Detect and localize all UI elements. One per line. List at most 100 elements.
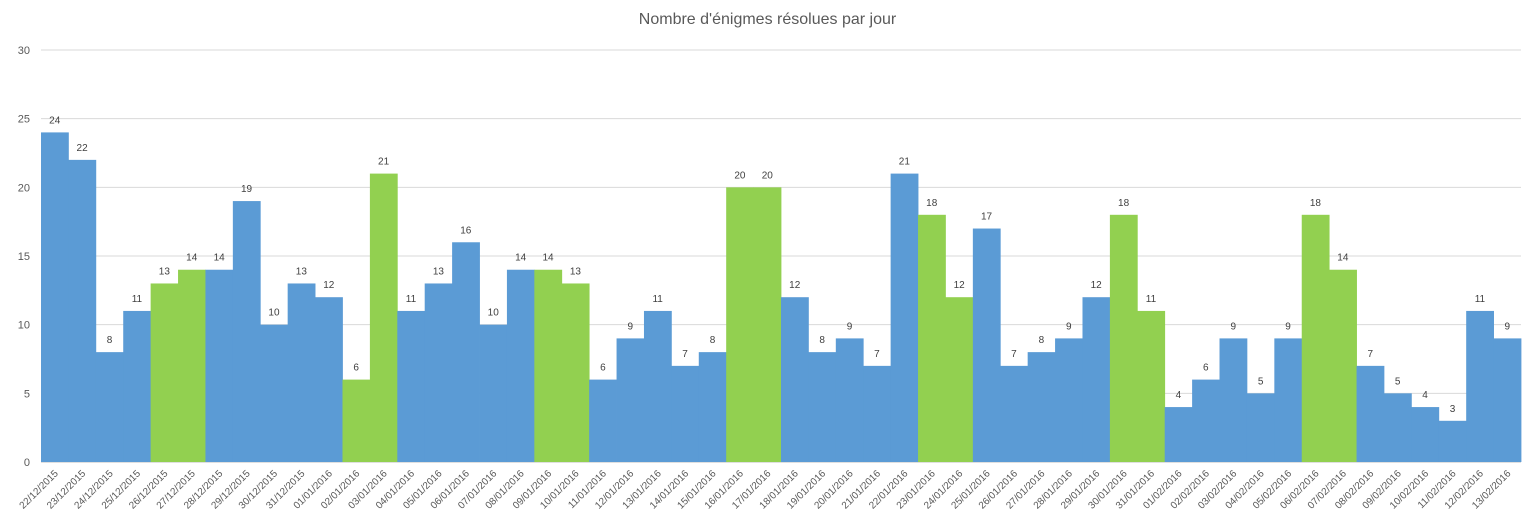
data-label: 6	[353, 363, 359, 374]
y-tick-label: 10	[18, 320, 30, 332]
data-label: 7	[1367, 349, 1373, 360]
bar	[781, 297, 809, 462]
bar	[452, 242, 480, 462]
data-label: 11	[132, 294, 143, 305]
bar	[561, 283, 590, 462]
bar	[890, 173, 919, 462]
data-label: 17	[981, 212, 993, 223]
bar	[342, 379, 371, 462]
data-label: 6	[1203, 363, 1209, 374]
bar	[1466, 310, 1494, 462]
bar	[397, 310, 426, 462]
bar	[1493, 338, 1522, 462]
bar	[123, 310, 152, 462]
bar	[671, 365, 700, 462]
y-tick-label: 15	[18, 251, 30, 263]
data-labels: 24 22 8 11 13 14 14 19 10 13 12 6 21 11 13 16 10 14 14 13 6 9…	[49, 115, 1510, 414]
bar	[1301, 214, 1330, 462]
data-label: 8	[107, 335, 113, 346]
data-label: 24	[49, 115, 61, 126]
bar	[534, 269, 563, 462]
bar	[945, 297, 974, 462]
bar	[643, 310, 672, 462]
bar	[68, 159, 97, 462]
x-axis-ticks: 22/12/201523/12/201524/12/201525/12/2015…	[18, 468, 1514, 511]
bar	[150, 283, 179, 462]
data-label: 13	[433, 266, 445, 277]
data-label: 14	[1337, 253, 1349, 264]
bar	[1438, 420, 1467, 462]
data-label: 8	[710, 335, 716, 346]
y-tick-label: 25	[18, 114, 30, 126]
data-label: 13	[296, 266, 308, 277]
bar	[1192, 379, 1220, 462]
data-label: 12	[1091, 280, 1103, 291]
bar	[1137, 310, 1166, 462]
bar	[1356, 365, 1385, 462]
bar	[918, 214, 946, 462]
bars	[41, 132, 1522, 463]
bar	[1055, 338, 1083, 462]
data-label: 20	[734, 170, 746, 181]
data-label: 18	[1118, 198, 1130, 209]
data-label: 10	[488, 308, 500, 319]
data-label: 5	[1395, 376, 1401, 387]
data-label: 3	[1450, 404, 1456, 415]
data-label: 6	[600, 363, 606, 374]
y-tick-label: 5	[24, 388, 30, 400]
bar	[616, 338, 645, 462]
y-tick-label: 20	[18, 182, 30, 194]
data-label: 19	[241, 184, 253, 195]
data-label: 7	[1011, 349, 1017, 360]
bar	[726, 187, 754, 463]
data-label: 13	[159, 266, 171, 277]
bar	[808, 352, 837, 462]
data-label: 20	[762, 170, 774, 181]
y-axis-ticks: 0 5 10 15 20 25 30	[18, 45, 30, 469]
bar	[315, 297, 343, 462]
data-label: 22	[77, 143, 89, 154]
data-label: 14	[515, 253, 527, 264]
data-label: 11	[652, 294, 663, 305]
data-label: 4	[1176, 390, 1182, 401]
bar	[589, 379, 617, 462]
data-label: 5	[1258, 376, 1264, 387]
data-label: 12	[954, 280, 966, 291]
data-label: 9	[1285, 321, 1291, 332]
bar	[972, 228, 1001, 462]
data-label: 9	[847, 321, 853, 332]
data-label: 14	[186, 253, 198, 264]
bar	[1246, 393, 1275, 462]
bar	[178, 269, 206, 462]
data-label: 9	[1230, 321, 1236, 332]
bar	[1329, 269, 1357, 462]
y-tick-label: 0	[24, 457, 30, 469]
bar	[1082, 297, 1111, 462]
data-label: 11	[1475, 294, 1486, 305]
bar	[232, 201, 261, 463]
bar	[1411, 407, 1440, 462]
y-tick-label: 30	[18, 45, 30, 57]
bar	[1000, 365, 1029, 462]
chart-title: Nombre d'énigmes résolues par jour	[638, 11, 897, 28]
data-label: 9	[627, 321, 633, 332]
data-label: 8	[1039, 335, 1045, 346]
data-label: 4	[1422, 390, 1428, 401]
bar	[205, 269, 234, 462]
bar	[95, 352, 124, 462]
bar	[41, 132, 69, 462]
bar	[753, 187, 782, 463]
data-label: 18	[1310, 198, 1322, 209]
data-label: 11	[1146, 294, 1157, 305]
data-label: 7	[682, 349, 688, 360]
bar	[479, 324, 508, 462]
data-label: 12	[789, 280, 801, 291]
data-label: 12	[323, 280, 335, 291]
bar	[1109, 214, 1138, 462]
bar	[1027, 352, 1056, 462]
bar	[424, 283, 453, 462]
bar	[1219, 338, 1248, 462]
data-label: 18	[926, 198, 938, 209]
bar	[1274, 338, 1303, 462]
